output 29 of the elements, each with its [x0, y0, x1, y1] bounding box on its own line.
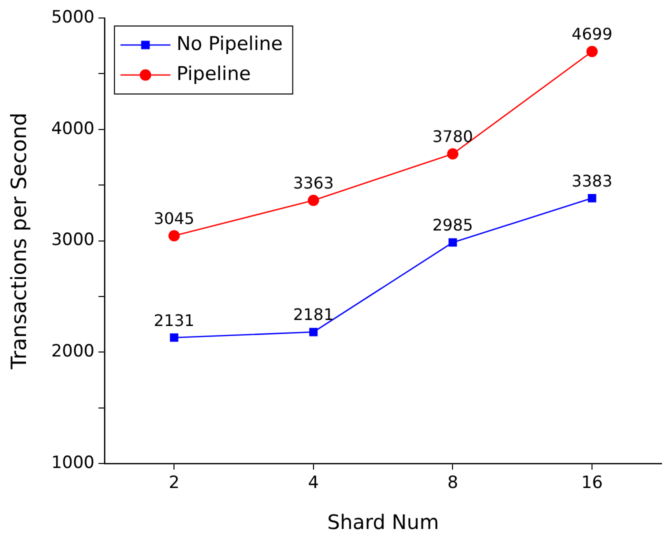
- y-tick-label: 4000: [51, 118, 94, 139]
- point: [308, 194, 320, 206]
- legend-label: Pipeline: [176, 62, 251, 85]
- point: [447, 148, 458, 160]
- data-label: 2131: [154, 310, 194, 330]
- data-label: 2181: [293, 305, 334, 324]
- point: [586, 46, 598, 58]
- y-tick-label: 5000: [51, 7, 94, 28]
- y-tick-label: 3000: [51, 230, 94, 250]
- y-tick-label: 2000: [51, 342, 94, 362]
- point: [168, 230, 180, 242]
- point: [309, 328, 318, 336]
- point: [170, 333, 178, 342]
- y-axis-title: Transactions per Second: [7, 112, 32, 370]
- data-label: 3045: [154, 208, 194, 228]
- data-label: 3780: [432, 127, 474, 146]
- data-label: 3363: [293, 174, 334, 193]
- x-tick-label: 2: [168, 473, 180, 494]
- data-label: 3383: [572, 171, 612, 190]
- y-tick-label: 1000: [51, 453, 94, 474]
- x-axis-title: Shard Num: [327, 510, 439, 534]
- legend-label: No Pipeline: [176, 32, 283, 55]
- x-tick-label: 4: [308, 473, 319, 494]
- point: [588, 194, 596, 202]
- x-tick-label: 16: [581, 473, 603, 494]
- x-tick-label: 8: [447, 473, 458, 494]
- data-label: 4699: [572, 24, 612, 44]
- data-label: 2985: [432, 216, 474, 235]
- point: [448, 238, 457, 247]
